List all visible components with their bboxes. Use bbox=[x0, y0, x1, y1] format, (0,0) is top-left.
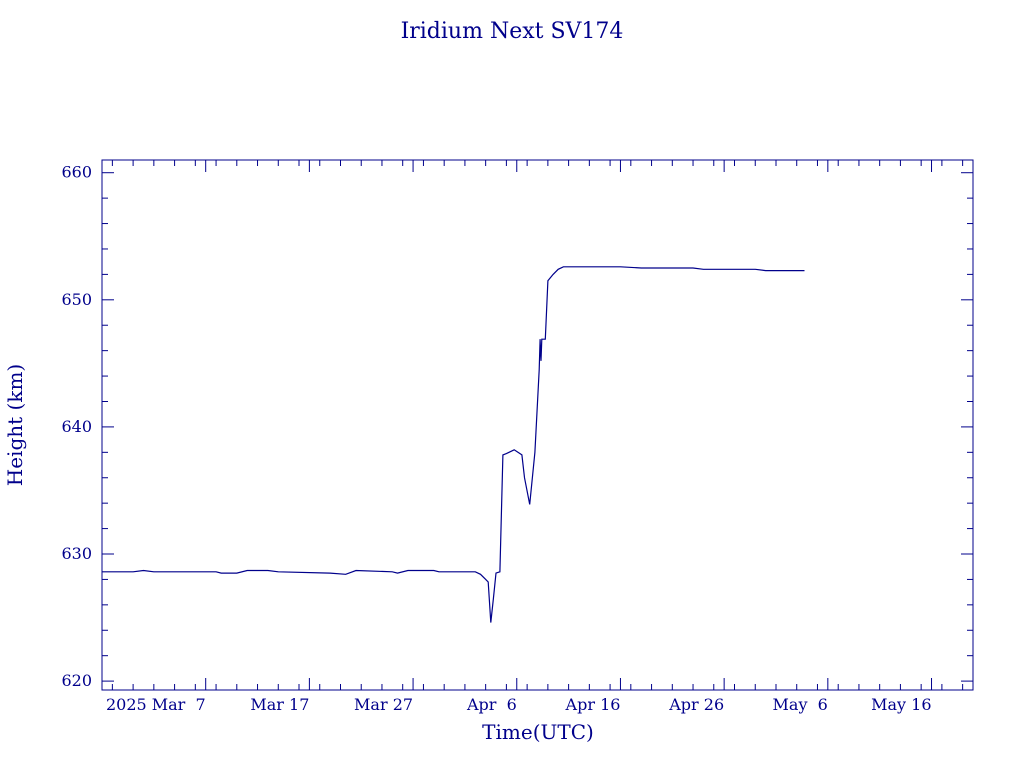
x-tick-label: Mar 17 bbox=[250, 695, 309, 714]
x-tick-label: Apr 16 bbox=[565, 695, 621, 714]
y-tick-label: 650 bbox=[61, 290, 92, 309]
plot-frame bbox=[101, 159, 974, 691]
chart-title: Iridium Next SV174 bbox=[401, 19, 624, 44]
x-tick-label: May 6 bbox=[773, 695, 828, 714]
x-tick-label: 2025 Mar 7 bbox=[106, 695, 206, 714]
x-tick-label: Mar 27 bbox=[354, 695, 413, 714]
y-tick-label: 630 bbox=[61, 544, 92, 563]
x-axis: 2025 Mar 7 Mar 17 Mar 27 Apr 6 Apr 16 Apr 26 M… bbox=[106, 160, 964, 714]
series-line bbox=[102, 266, 805, 623]
y-axis: 620 630 640 650 660 bbox=[61, 163, 973, 690]
y-tick-label: 640 bbox=[61, 417, 92, 436]
y-tick-label: 620 bbox=[61, 671, 92, 690]
x-tick-label: Apr 6 bbox=[466, 695, 517, 714]
y-tick-label: 660 bbox=[61, 163, 92, 182]
x-axis-title: Time(UTC) bbox=[482, 720, 594, 744]
x-tick-label: Apr 26 bbox=[668, 695, 724, 714]
x-tick-label: May 16 bbox=[871, 695, 931, 714]
y-axis-title: Height (km) bbox=[3, 364, 27, 486]
